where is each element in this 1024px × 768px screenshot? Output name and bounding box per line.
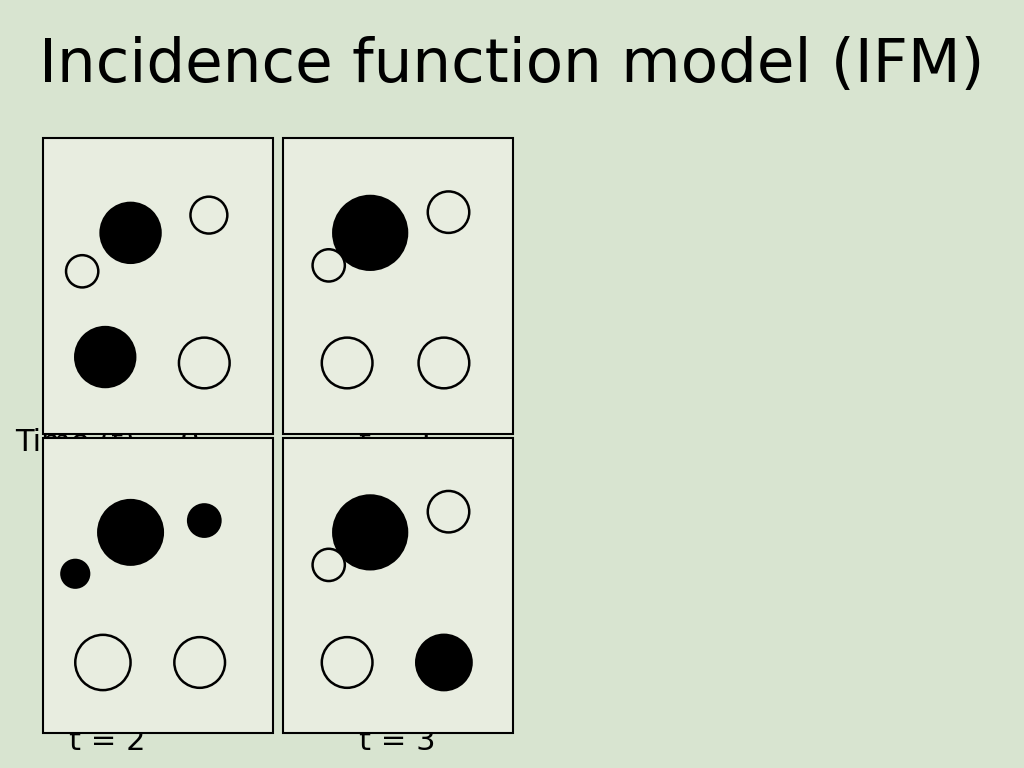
Circle shape [66,255,98,287]
Circle shape [188,505,220,537]
Circle shape [174,637,225,688]
Circle shape [61,560,89,588]
Circle shape [428,191,469,233]
Circle shape [312,250,345,282]
Circle shape [334,196,408,270]
Circle shape [416,635,471,690]
Circle shape [179,338,229,389]
Circle shape [190,197,227,233]
Circle shape [322,637,373,688]
Circle shape [312,549,345,581]
Circle shape [76,327,135,387]
Text: Time (t) = 0: Time (t) = 0 [15,428,200,457]
Circle shape [419,338,469,389]
Circle shape [100,203,161,263]
Text: Incidence function model (IFM): Incidence function model (IFM) [39,36,985,94]
Circle shape [76,635,131,690]
Text: t = 3: t = 3 [359,727,435,756]
Text: t = 2: t = 2 [70,727,145,756]
Circle shape [334,495,408,569]
Text: t = 1: t = 1 [359,428,435,457]
Circle shape [322,338,373,389]
Circle shape [98,500,163,564]
Circle shape [428,491,469,532]
